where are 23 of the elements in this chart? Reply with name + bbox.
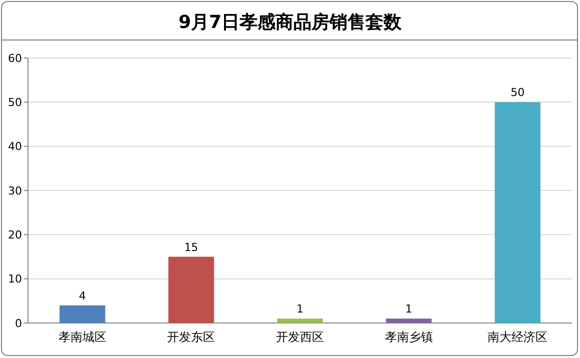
bar [168, 256, 214, 323]
data-label: 50 [510, 86, 525, 100]
y-tick-label: 60 [8, 52, 22, 65]
x-tick-label: 南大经济区 [488, 330, 548, 344]
bar [277, 318, 323, 323]
bar [494, 102, 540, 323]
y-tick-label: 0 [15, 316, 22, 330]
data-label: 1 [296, 302, 304, 316]
bar [60, 305, 106, 323]
data-label: 4 [78, 289, 86, 302]
chart-title: 9月7日孝感商品房销售套数 [178, 12, 403, 33]
x-tick-label: 孝南城区 [58, 330, 106, 344]
y-tick-label: 40 [8, 140, 22, 154]
y-tick-label: 20 [8, 228, 22, 242]
x-tick-label: 开发西区 [276, 330, 324, 344]
data-label: 1 [405, 302, 412, 316]
x-tick-label: 孝南乡镇 [384, 330, 433, 344]
y-tick-label: 10 [8, 272, 22, 286]
data-label: 15 [184, 240, 198, 254]
y-tick-label: 50 [8, 96, 22, 110]
y-tick-label: 30 [8, 184, 22, 198]
x-tick-label: 开发东区 [167, 330, 216, 344]
bar [386, 318, 432, 323]
